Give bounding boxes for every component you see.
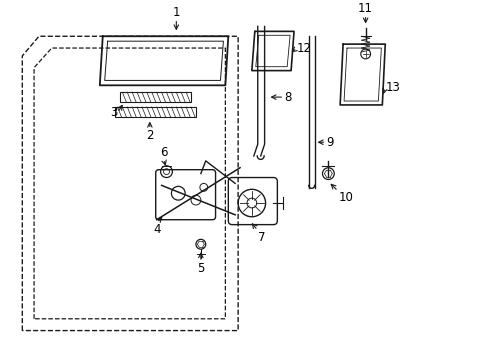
Text: 5: 5	[197, 262, 204, 275]
Text: 9: 9	[326, 136, 333, 149]
Text: 6: 6	[160, 146, 167, 159]
Text: 1: 1	[172, 6, 180, 19]
Text: 2: 2	[146, 130, 153, 143]
Text: 11: 11	[357, 2, 372, 15]
Bar	[120, 92, 191, 102]
Text: 8: 8	[284, 91, 291, 104]
Text: 12: 12	[296, 41, 311, 55]
Bar	[115, 107, 196, 117]
Text: 7: 7	[257, 230, 264, 243]
Text: 13: 13	[385, 81, 399, 94]
Text: 4: 4	[153, 222, 160, 236]
Text: 3: 3	[110, 106, 117, 119]
Text: 10: 10	[338, 191, 352, 204]
